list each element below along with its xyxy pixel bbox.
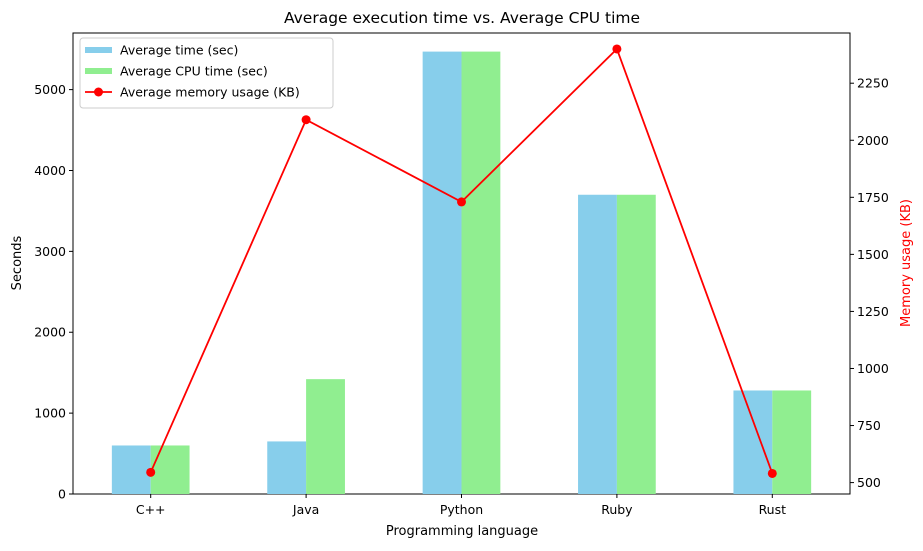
y2-tick-label: 1250 [857, 304, 889, 319]
bar-avg-cpu-time-2 [461, 51, 501, 495]
legend-label: Average time (sec) [120, 43, 238, 58]
y2-tick-label: 1500 [857, 247, 889, 262]
x-tick-label: Ruby [601, 502, 633, 517]
y-tick-label: 3000 [34, 244, 66, 259]
x-tick-label: C++ [136, 502, 166, 517]
chart-title: Average execution time vs. Average CPU t… [284, 9, 640, 27]
y-tick-label: 2000 [34, 325, 66, 340]
legend: Average time (sec) Average CPU time (sec)… [79, 37, 334, 109]
y2-tick-label: 2000 [857, 133, 889, 148]
bar-avg-cpu-time-3 [616, 194, 656, 494]
memory-point-3 [612, 44, 622, 54]
bar-avg-time-2 [422, 51, 462, 495]
bar-avg-time-1 [267, 441, 307, 494]
x-tick-label: Rust [759, 502, 787, 517]
bar-avg-time-3 [578, 194, 617, 494]
y-tick-label: 0 [58, 487, 66, 502]
memory-line-group [146, 44, 777, 478]
y2-tick-label: 1000 [857, 361, 889, 376]
y2-axis-label: Memory usage (KB) [899, 199, 914, 327]
y2-tick-label: 2250 [857, 76, 889, 91]
bar-group [111, 51, 812, 495]
y-tick-label: 1000 [34, 406, 66, 421]
legend-marker [94, 87, 103, 97]
y2-tick-label: 1750 [857, 190, 889, 205]
legend-box [79, 37, 334, 109]
x-axis-label: Programming language [386, 524, 538, 539]
bar-avg-time-4 [733, 390, 773, 494]
y-tick-label: 4000 [34, 163, 66, 178]
y2-tick-label: 750 [857, 418, 881, 433]
y-axis-label: Seconds [10, 235, 25, 290]
bar-avg-cpu-time-4 [772, 390, 812, 494]
legend-label: Average CPU time (sec) [120, 64, 268, 79]
x-tick-label: Python [440, 502, 483, 517]
y-tick-label: 5000 [34, 82, 66, 97]
axes-group: 0 1000 2000 3000 4000 5000 500 750 1000 1250 1500 1… [34, 76, 889, 517]
bar-avg-cpu-time-1 [306, 379, 345, 494]
memory-point-4 [767, 468, 777, 478]
memory-point-1 [301, 115, 311, 125]
bar-avg-cpu-time-0 [150, 445, 190, 494]
bar-avg-time-0 [111, 445, 151, 494]
memory-point-2 [457, 197, 466, 207]
x-tick-label: Java [292, 502, 319, 517]
legend-label: Average memory usage (KB) [120, 85, 300, 100]
memory-point-0 [146, 467, 156, 477]
y2-tick-label: 500 [857, 475, 881, 490]
